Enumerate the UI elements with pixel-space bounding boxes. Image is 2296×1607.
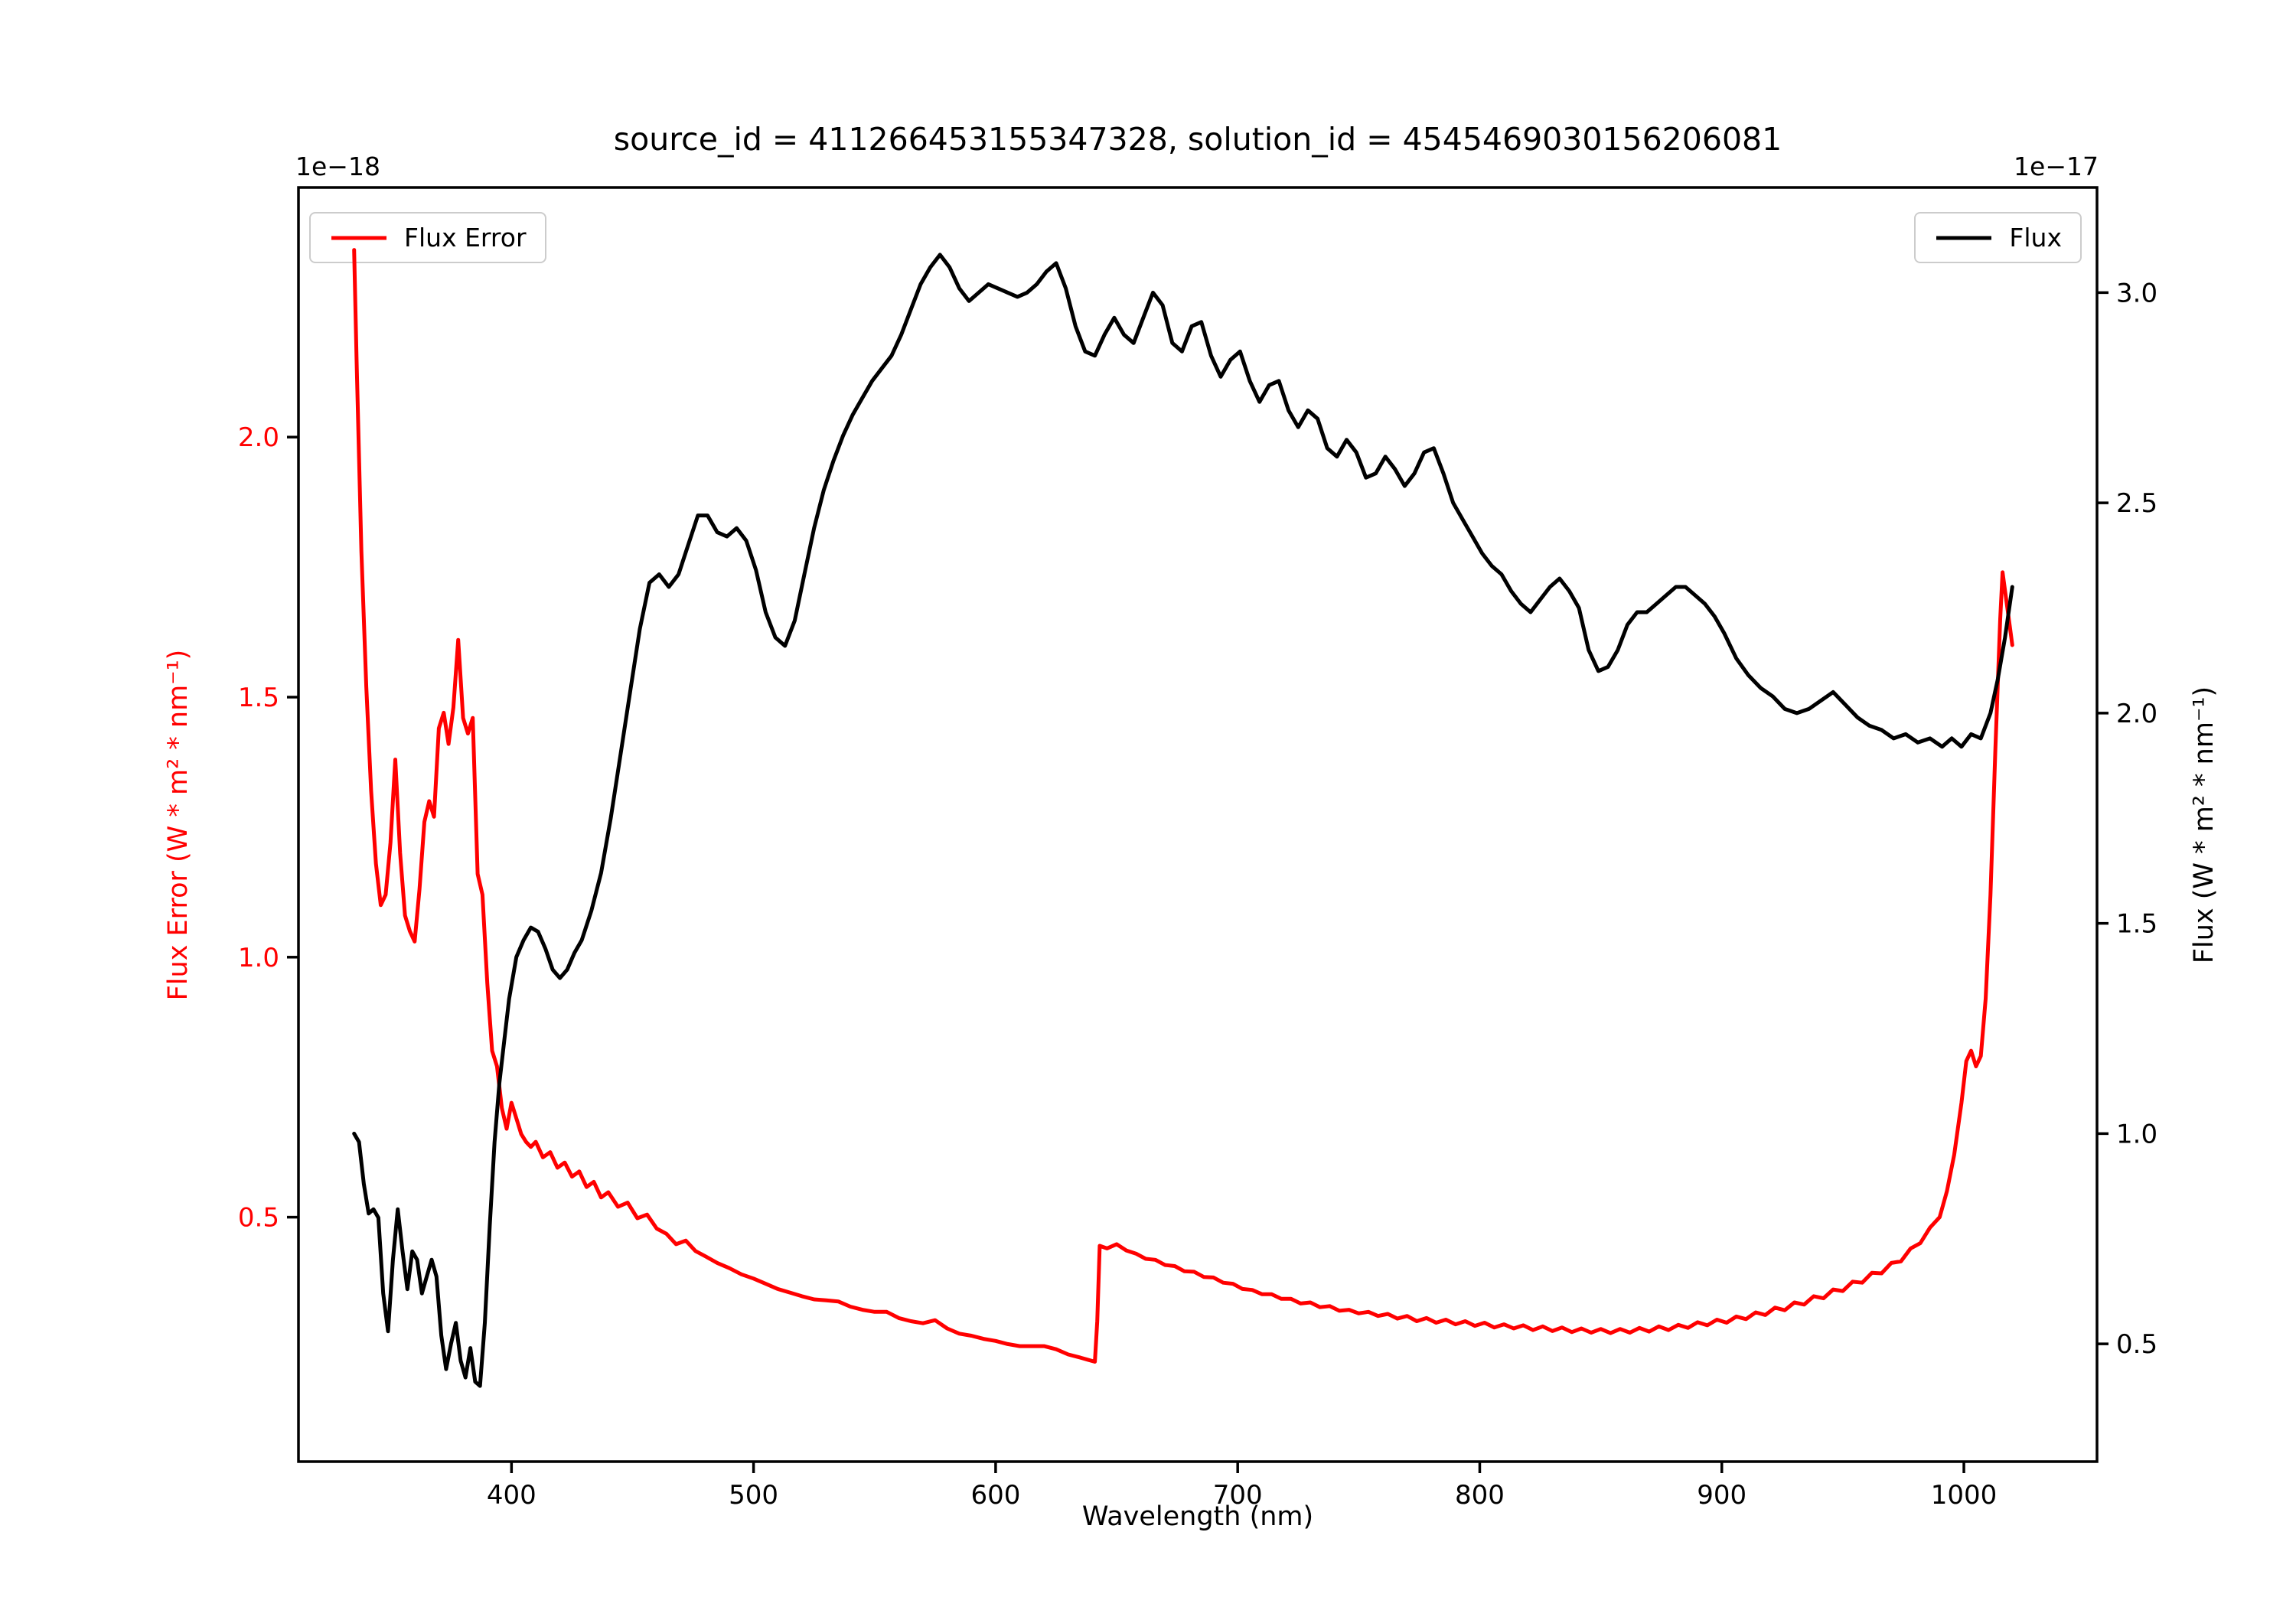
legend-flux-error: Flux Error [309, 212, 546, 263]
x-tick-label: 700 [1213, 1480, 1263, 1511]
x-tick-label: 600 [970, 1480, 1020, 1511]
x-tick-label: 900 [1697, 1480, 1746, 1511]
right-y-tick-label: 1.0 [2116, 1119, 2157, 1149]
x-axis-label: Wavelength (nm) [1081, 1501, 1314, 1532]
x-tick-label: 800 [1455, 1480, 1505, 1511]
left-axis-offset-label: 1e−18 [295, 152, 380, 181]
left-y-tick-label: 1.0 [238, 943, 279, 973]
flux-error-line-swatch-icon [331, 236, 386, 240]
series-line-flux-error [352, 248, 2014, 1364]
right-y-tick-label: 1.5 [2116, 909, 2157, 940]
x-tick-label: 1000 [1931, 1480, 1998, 1511]
flux-line-swatch-icon [1936, 236, 1992, 240]
right-y-tick-label: 2.5 [2116, 488, 2157, 519]
right-y-tick-label: 2.0 [2116, 699, 2157, 729]
series-line-flux [352, 253, 2014, 1388]
left-y-tick-label: 0.5 [238, 1203, 279, 1234]
x-tick-label: 400 [487, 1480, 536, 1511]
right-y-tick-label: 0.5 [2116, 1329, 2157, 1360]
left-y-tick-label: 2.0 [238, 422, 279, 453]
legend-flux-error-label: Flux Error [404, 223, 527, 253]
axes-frame [297, 186, 2099, 1463]
right-axis-offset-label: 1e−17 [2014, 152, 2099, 181]
left-y-tick-label: 1.5 [238, 683, 279, 713]
right-y-tick-label: 3.0 [2116, 278, 2157, 308]
x-tick-label: 500 [729, 1480, 778, 1511]
legend-flux: Flux [1914, 212, 2082, 263]
chart-title: source_id = 411266453155347328, solution… [613, 121, 1782, 158]
legend-flux-label: Flux [2009, 223, 2062, 253]
